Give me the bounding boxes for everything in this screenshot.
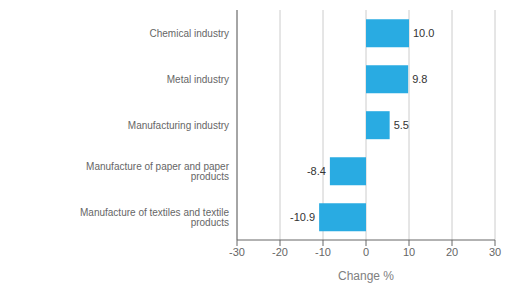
svg-text:-8.4: -8.4: [307, 165, 326, 177]
svg-text:30: 30: [489, 246, 501, 258]
svg-text:Manufacture of paper and paper: Manufacture of paper and paperproducts: [86, 161, 230, 182]
svg-text:0: 0: [363, 246, 369, 258]
svg-text:-20: -20: [272, 246, 288, 258]
svg-text:-10.9: -10.9: [290, 211, 315, 223]
svg-text:Manufacture of textiles and te: Manufacture of textiles and textileprodu…: [80, 207, 229, 228]
svg-text:Chemical industry: Chemical industry: [150, 28, 229, 39]
svg-text:-10: -10: [315, 246, 331, 258]
svg-text:10: 10: [403, 246, 415, 258]
svg-text:20: 20: [446, 246, 458, 258]
svg-text:9.8: 9.8: [412, 73, 427, 85]
svg-text:Metal industry: Metal industry: [167, 74, 229, 85]
svg-text:-30: -30: [229, 246, 245, 258]
svg-text:5.5: 5.5: [394, 119, 409, 131]
svg-text:Manufacturing industry: Manufacturing industry: [128, 120, 229, 131]
svg-text:10.0: 10.0: [413, 27, 434, 39]
svg-text:Change %: Change %: [338, 269, 394, 283]
